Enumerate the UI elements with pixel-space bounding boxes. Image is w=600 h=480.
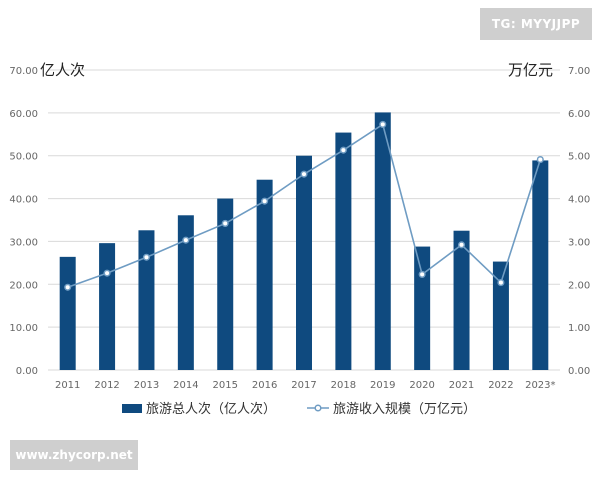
bar-2023 [532, 160, 549, 370]
bar-2018 [335, 132, 352, 370]
right-axis-ticks: 0.00 1.00 2.00 3.00 4.00 5.00 6.00 7.00 [568, 66, 590, 377]
legend-bar-label: 旅游总人次（亿人次） [146, 401, 276, 417]
line-point-2014 [182, 236, 190, 244]
line-point-2023 [536, 156, 544, 164]
x-axis-ticks: 2011 2012 2013 2014 2015 2016 2017 2018 2019 2020… [55, 380, 556, 391]
left-axis-ticks: 0.00 10.00 20.00 30.00 40.00 50.00 60.00 70.00 [9, 66, 38, 377]
x-tick-label: 2022 [488, 380, 513, 391]
watermark-telegram: TG: MYYJJPP [480, 8, 592, 40]
bar-2011 [59, 256, 76, 370]
x-tick-label: 2016 [252, 380, 277, 391]
right-tick-label: 2.00 [568, 280, 590, 291]
right-tick-label: 4.00 [568, 195, 590, 206]
x-tick-label: 2013 [134, 380, 159, 391]
line-point-2015 [221, 219, 229, 227]
x-tick-label: 2015 [213, 380, 238, 391]
left-tick-label: 10.00 [9, 323, 38, 334]
left-tick-label: 50.00 [9, 152, 38, 163]
bar-2022 [492, 261, 509, 370]
left-axis-title: 亿人次 [40, 61, 85, 79]
bar-2021 [453, 230, 470, 370]
bar-2015 [217, 198, 234, 370]
left-tick-label: 70.00 [9, 66, 38, 77]
watermark-website: www.zhycorp.net [10, 440, 138, 470]
left-tick-label: 20.00 [9, 280, 38, 291]
right-axis-title: 万亿元 [508, 61, 553, 79]
bar-2019 [374, 112, 391, 370]
legend-bar-swatch [122, 404, 142, 413]
line-point-2016 [261, 197, 269, 205]
legend-line-label: 旅游收入规模（万亿元） [333, 402, 476, 417]
legend: 旅游总人次（亿人次） 旅游收入规模（万亿元） [122, 401, 476, 417]
x-tick-label: 2011 [55, 380, 80, 391]
x-tick-label: 2014 [173, 380, 198, 391]
bar-2014 [177, 215, 194, 370]
right-tick-label: 0.00 [568, 366, 590, 377]
left-tick-label: 0.00 [16, 366, 38, 377]
bar-2013 [138, 230, 155, 370]
line-point-2020 [418, 270, 426, 278]
x-tick-label: 2018 [331, 380, 356, 391]
right-tick-label: 3.00 [568, 237, 590, 248]
line-point-2017 [300, 170, 308, 178]
bar-2012 [99, 243, 116, 370]
left-tick-label: 60.00 [9, 109, 38, 120]
bar-2017 [296, 155, 312, 370]
right-tick-label: 6.00 [568, 109, 590, 120]
line-point-2018 [339, 146, 347, 154]
x-tick-label: 2012 [94, 380, 119, 391]
left-tick-label: 40.00 [9, 195, 38, 206]
bar-2020 [414, 246, 431, 370]
line-point-2022 [497, 279, 505, 287]
line-point-2011 [64, 283, 72, 291]
line-series [64, 120, 544, 291]
right-tick-label: 1.00 [568, 323, 590, 334]
x-tick-label: 2019 [370, 380, 395, 391]
right-tick-label: 7.00 [568, 66, 590, 77]
bar-2016 [256, 179, 273, 370]
left-tick-label: 30.00 [9, 237, 38, 248]
x-tick-label: 2020 [409, 380, 434, 391]
x-tick-label: 2021 [449, 380, 474, 391]
legend-line-marker [314, 404, 322, 412]
line-point-2012 [103, 269, 111, 277]
line-point-2021 [457, 241, 466, 249]
x-tick-label: 2023* [525, 380, 555, 391]
line-point-2013 [142, 253, 151, 261]
x-tick-label: 2017 [291, 380, 316, 391]
bar-series [59, 112, 549, 370]
line-point-2019 [379, 120, 387, 128]
right-tick-label: 5.00 [568, 152, 590, 163]
